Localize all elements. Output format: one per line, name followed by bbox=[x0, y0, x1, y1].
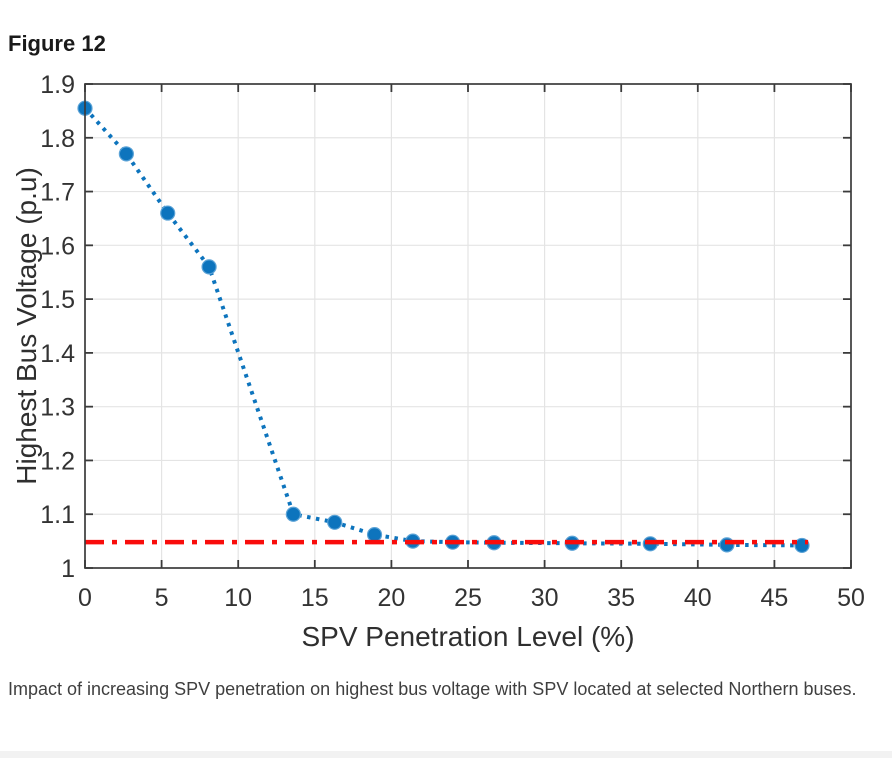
x-tick-label: 20 bbox=[377, 584, 405, 612]
y-tick-label: 1.7 bbox=[40, 179, 75, 207]
y-tick-label: 1.8 bbox=[40, 125, 75, 153]
y-tick-label: 1.4 bbox=[40, 340, 75, 368]
bottom-divider bbox=[0, 751, 892, 758]
x-tick-label: 40 bbox=[684, 584, 712, 612]
chart: 0 5 10 15 20 25 30 35 40 45 50 1 1.1 1.2 1.3 1.4 1.5 1.6 1… bbox=[0, 60, 892, 660]
x-axis-label: SPV Penetration Level (%) bbox=[301, 621, 634, 652]
data-point-marker bbox=[118, 146, 134, 162]
x-tick-label: 0 bbox=[78, 584, 92, 612]
x-tick-label: 50 bbox=[837, 584, 865, 612]
x-tick-label: 15 bbox=[301, 584, 329, 612]
x-tick-label: 30 bbox=[531, 584, 559, 612]
figure-caption: Impact of increasing SPV penetration on … bbox=[8, 679, 857, 699]
y-tick-label: 1 bbox=[61, 555, 75, 583]
y-tick-label: 1.9 bbox=[40, 71, 75, 99]
chart-svg: 0 5 10 15 20 25 30 35 40 45 50 1 1.1 1.2 1.3 1.4 1.5 1.6 1… bbox=[11, 71, 865, 652]
y-tick-label: 1.2 bbox=[40, 447, 75, 475]
figure-label: Figure 12 bbox=[8, 31, 106, 56]
x-tick-label: 10 bbox=[224, 584, 252, 612]
x-tick-label: 35 bbox=[607, 584, 635, 612]
data-point-marker bbox=[160, 205, 176, 221]
data-point-marker bbox=[366, 527, 383, 543]
x-tick-label: 5 bbox=[155, 584, 169, 612]
x-tick-label: 25 bbox=[454, 584, 482, 612]
y-tick-label: 1.5 bbox=[40, 286, 75, 314]
data-point-marker bbox=[285, 506, 301, 522]
x-tick-label: 45 bbox=[760, 584, 788, 612]
y-tick-label: 1.3 bbox=[40, 394, 75, 422]
data-point-marker bbox=[201, 259, 217, 275]
data-point-marker bbox=[327, 514, 343, 530]
y-tick-label: 1.6 bbox=[40, 232, 75, 260]
y-tick-label: 1.1 bbox=[40, 501, 75, 529]
voltage-series-line bbox=[83, 106, 802, 548]
y-axis-label: Highest Bus Voltage (p.u) bbox=[11, 167, 42, 485]
